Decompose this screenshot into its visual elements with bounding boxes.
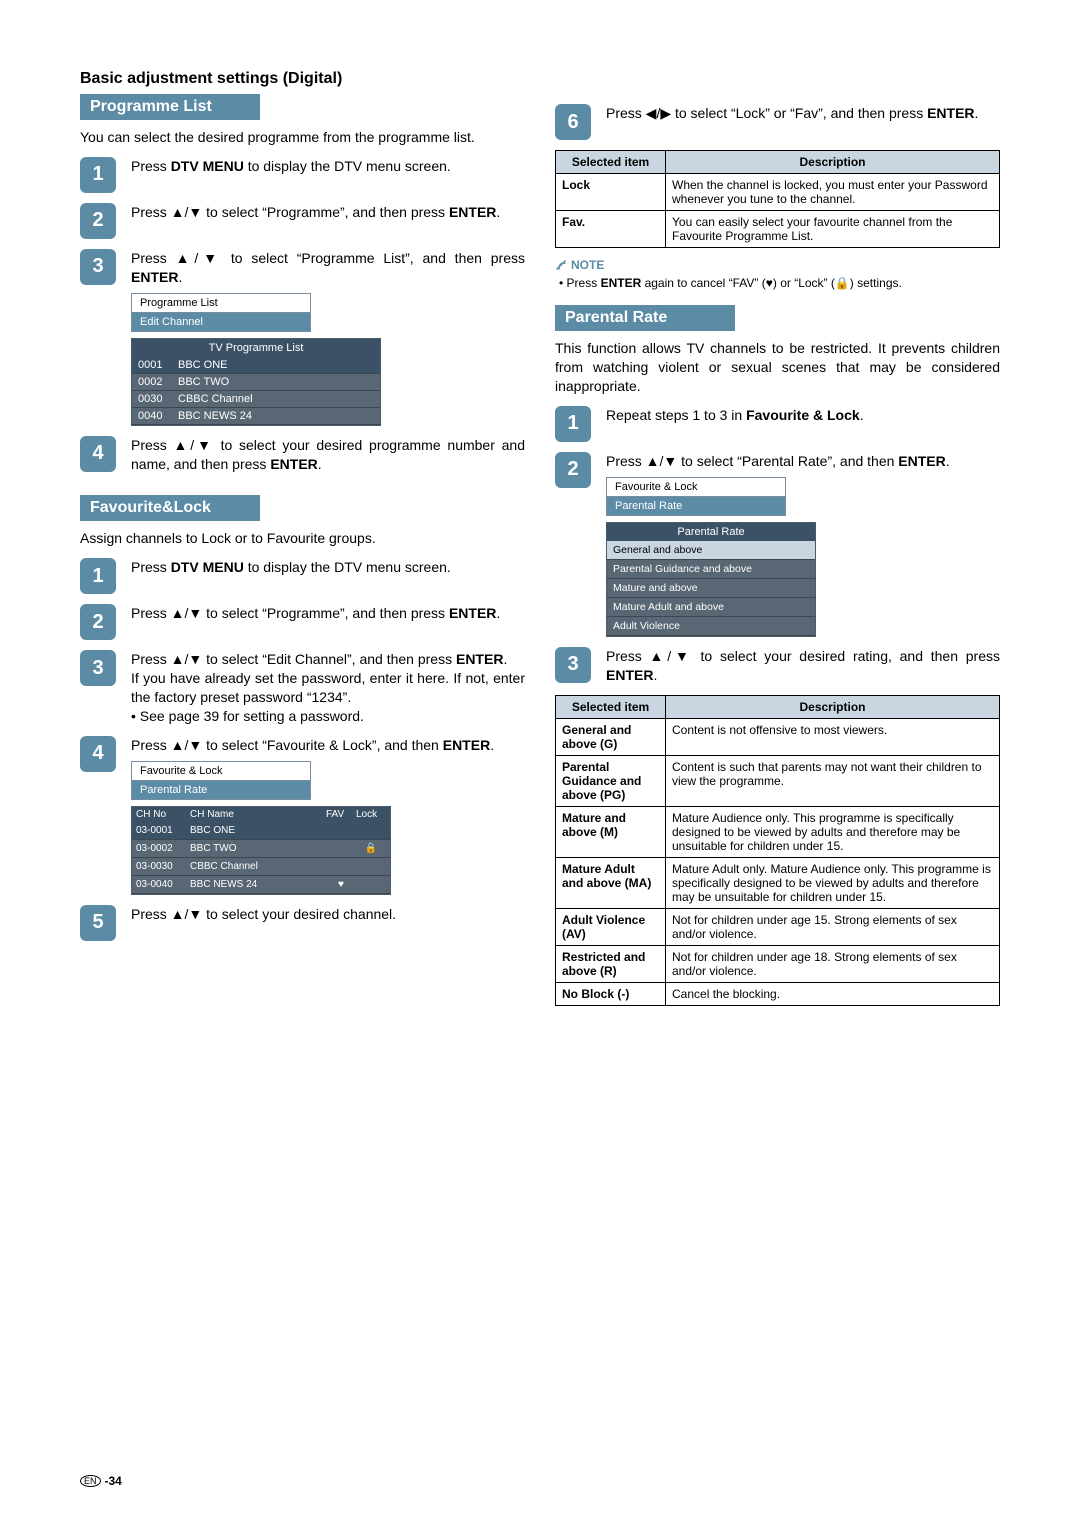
step-text: Repeat steps 1 to 3 in Favourite & Lock. [606, 406, 1000, 425]
note-icon [555, 259, 567, 271]
table-row: No Block (-) [556, 982, 666, 1005]
cell: Mature Audience only. This programme is … [666, 806, 1000, 857]
cell: When the channel is locked, you must ent… [666, 174, 1000, 211]
step-text: If you have already set the password, en… [131, 669, 525, 707]
step-num: 4 [80, 436, 116, 472]
step-num: 6 [555, 104, 591, 140]
menu-small: Favourite & Lock Parental Rate [606, 477, 786, 516]
step-num: 2 [555, 452, 591, 488]
cell: Not for children under age 15. Strong el… [666, 908, 1000, 945]
step-text: Press DTV MENU to display the DTV menu s… [131, 558, 525, 577]
lockfav-table: Selected itemDescription LockWhen the ch… [555, 150, 1000, 248]
menu-item: Programme List [132, 294, 310, 313]
table-row: Restricted and above (R) [556, 945, 666, 982]
step-num: 4 [80, 736, 116, 772]
table-header: CH No CH Name FAV Lock [132, 807, 390, 822]
step-num: 2 [80, 203, 116, 239]
table-row: 0030CBBC Channel [132, 391, 380, 408]
table-row: Mature and above (M) [556, 806, 666, 857]
page-number: -34 [105, 1474, 122, 1488]
step-num: 3 [80, 249, 116, 285]
th: Description [666, 695, 1000, 718]
note-label: NOTE [555, 258, 1000, 272]
table-row: 0040BBC NEWS 24 [132, 408, 380, 425]
th: Selected item [556, 151, 666, 174]
menu-item: Parental Rate [132, 781, 310, 799]
parental-intro: This function allows TV channels to be r… [555, 339, 1000, 396]
section-title: Basic adjustment settings (Digital) [80, 70, 1000, 88]
tv-table-title: TV Programme List [132, 339, 380, 357]
th: Description [666, 151, 1000, 174]
menu-item: Parental Rate [607, 497, 785, 515]
menu-small: Favourite & Lock Parental Rate [131, 761, 311, 800]
list-item: Adult Violence [607, 617, 815, 636]
table-row: 03-0002BBC TWO🔒 [132, 840, 390, 858]
band-parental-rate: Parental Rate [555, 305, 735, 331]
band-programme-list: Programme List [80, 94, 260, 120]
step-num: 1 [80, 558, 116, 594]
tv-programme-table: TV Programme List 0001BBC ONE 0002BBC TW… [131, 338, 381, 426]
menu-item: Favourite & Lock [132, 762, 310, 781]
table-row: Mature Adult and above (MA) [556, 857, 666, 908]
table-row: 0002BBC TWO [132, 374, 380, 391]
channel-table: CH No CH Name FAV Lock 03-0001BBC ONE 03… [131, 806, 391, 895]
table-row: Adult Violence (AV) [556, 908, 666, 945]
step-text: Press ▲/▼ to select “Programme List”, an… [131, 249, 525, 287]
list-item: Parental Guidance and above [607, 560, 815, 579]
step-text: Press ▲/▼ to select your desired rating,… [606, 647, 1000, 685]
table-row: 0001BBC ONE [132, 357, 380, 374]
parental-options: Parental Rate General and above Parental… [606, 522, 816, 637]
cell: You can easily select your favourite cha… [666, 211, 1000, 248]
list-item: Mature Adult and above [607, 598, 815, 617]
step-text: Press ▲/▼ to select “Programme”, and the… [131, 604, 525, 623]
note-text: Press ENTER again to cancel “FAV” (♥) or… [555, 275, 1000, 291]
step-num: 3 [80, 650, 116, 686]
cell: Mature Adult only. Mature Audience only.… [666, 857, 1000, 908]
step-text: Press ▲/▼ to select “Edit Channel”, and … [131, 650, 525, 669]
step-text: Press ▲/▼ to select “Parental Rate”, and… [606, 452, 1000, 471]
table-row: 03-0040BBC NEWS 24♥ [132, 876, 390, 894]
programme-intro: You can select the desired programme fro… [80, 128, 525, 147]
right-column: 6 Press ◀/▶ to select “Lock” or “Fav”, a… [555, 94, 1000, 1006]
favlock-intro: Assign channels to Lock or to Favourite … [80, 529, 525, 548]
cell: Content is such that parents may not wan… [666, 755, 1000, 806]
step-num: 1 [555, 406, 591, 442]
table-row: Fav. [556, 211, 666, 248]
table-row: 03-0030CBBC Channel [132, 858, 390, 876]
band-favourite-lock: Favourite&Lock [80, 495, 260, 521]
list-item: Mature and above [607, 579, 815, 598]
step-text: Press ▲/▼ to select your desired channel… [131, 905, 525, 924]
cell: Content is not offensive to most viewers… [666, 718, 1000, 755]
step-text: Press ▲/▼ to select “Favourite & Lock”, … [131, 736, 525, 755]
menu-item: Edit Channel [132, 313, 310, 331]
cell: Not for children under age 18. Strong el… [666, 945, 1000, 982]
step-text: Press ◀/▶ to select “Lock” or “Fav”, and… [606, 104, 1000, 123]
step-text: Press ▲/▼ to select your desired program… [131, 436, 525, 474]
table-row: Lock [556, 174, 666, 211]
table-row: Parental Guidance and above (PG) [556, 755, 666, 806]
left-column: Programme List You can select the desire… [80, 94, 525, 1006]
table-row: 03-0001BBC ONE [132, 822, 390, 840]
menu-item: Favourite & Lock [607, 478, 785, 497]
step-note: • See page 39 for setting a password. [131, 707, 525, 726]
step-num: 5 [80, 905, 116, 941]
pr-title: Parental Rate [607, 523, 815, 541]
list-item: General and above [607, 541, 815, 560]
step-text: Press ▲/▼ to select “Programme”, and the… [131, 203, 525, 222]
cell: Cancel the blocking. [666, 982, 1000, 1005]
step-num: 3 [555, 647, 591, 683]
lang-badge: EN [80, 1475, 101, 1487]
th: Selected item [556, 695, 666, 718]
menu-small: Programme List Edit Channel [131, 293, 311, 332]
table-row: General and above (G) [556, 718, 666, 755]
footer: EN -34 [80, 1474, 122, 1488]
step-num: 2 [80, 604, 116, 640]
step-text: Press DTV MENU to display the DTV menu s… [131, 157, 525, 176]
step-num: 1 [80, 157, 116, 193]
rating-table: Selected itemDescription General and abo… [555, 695, 1000, 1006]
